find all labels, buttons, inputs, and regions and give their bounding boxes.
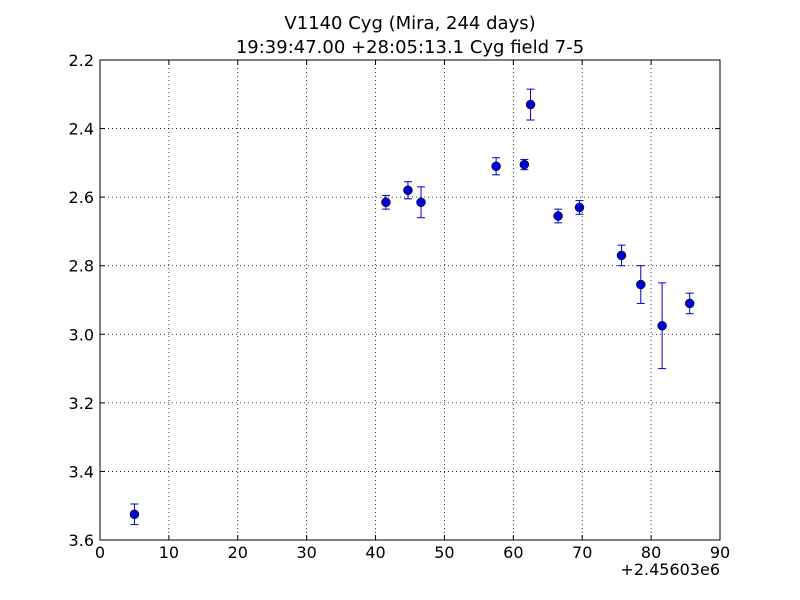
- y-tick-label: 2.4: [69, 120, 94, 139]
- x-tick-label: 50: [434, 543, 454, 562]
- y-tick-label: 3.4: [69, 462, 94, 481]
- chart-subtitle: 19:39:47.00 +28:05:13.1 Cyg field 7-5: [236, 37, 584, 58]
- x-tick-label: 0: [95, 543, 105, 562]
- data-point: [657, 320, 667, 331]
- x-tick-label: 10: [159, 543, 179, 562]
- plot-frame: [99, 59, 721, 541]
- grid-lines: [100, 60, 720, 540]
- y-tick-label: 2.2: [69, 51, 94, 70]
- x-tick-label: 80: [641, 543, 661, 562]
- data-point: [636, 279, 646, 290]
- data-point: [553, 211, 563, 221]
- data-point: [491, 161, 501, 172]
- data-point: [519, 159, 530, 170]
- x-tick-label: 60: [503, 543, 523, 562]
- data-point: [574, 202, 585, 213]
- x-tick-label: 20: [228, 543, 248, 562]
- x-tick-label: 30: [296, 543, 316, 562]
- data-point: [525, 99, 536, 110]
- axis-ticks: [99, 59, 721, 541]
- error-bars: [130, 88, 694, 526]
- data-point: [616, 250, 627, 261]
- data-point: [416, 197, 426, 208]
- data-points: [129, 99, 695, 520]
- x-tick-label: 90: [710, 543, 730, 562]
- y-tick-label: 3.0: [69, 325, 94, 344]
- y-tick-label: 3.6: [69, 531, 94, 550]
- y-tick-labels: 2.2 2.4 2.6 2.8 3.0 3.2 3.4 3.6: [69, 51, 94, 550]
- x-tick-label: 40: [365, 543, 385, 562]
- chart-title: V1140 Cyg (Mira, 244 days): [284, 13, 535, 34]
- y-tick-label: 2.6: [69, 188, 94, 207]
- data-point: [129, 509, 140, 520]
- data-point: [403, 185, 413, 196]
- x-tick-labels: 0 10 20 30 40 50 60 70 80 90: [95, 543, 730, 562]
- data-point: [684, 298, 695, 309]
- y-tick-label: 3.2: [69, 394, 94, 413]
- x-tick-label: 70: [572, 543, 592, 562]
- x-offset-label: +2.45603e6: [620, 560, 720, 579]
- y-tick-label: 2.8: [69, 257, 94, 276]
- data-point: [381, 197, 391, 208]
